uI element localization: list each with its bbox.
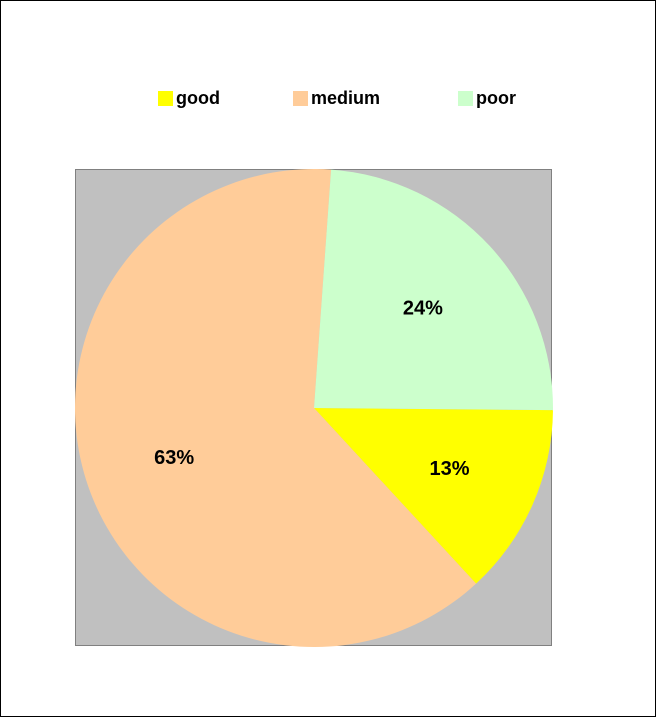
legend-label-good: good	[176, 88, 220, 108]
legend: good medium poor	[0, 88, 656, 112]
legend-swatch-medium	[293, 91, 308, 106]
legend-label-medium: medium	[311, 88, 381, 108]
legend-entry-medium: medium	[293, 88, 380, 109]
pie-slice-medium	[75, 168, 477, 647]
pie-slice-poor	[314, 169, 553, 411]
legend-entry-good: good	[158, 88, 220, 109]
legend-entry-poor: poor	[458, 88, 516, 109]
slice-label-medium: 63%	[154, 447, 194, 469]
legend-swatch-good	[158, 91, 173, 106]
slice-label-good: 13%	[429, 458, 469, 480]
pie-slice-good	[314, 408, 553, 584]
legend-swatch-poor	[458, 91, 473, 106]
legend-label-poor: poor	[476, 88, 516, 108]
slice-label-poor: 24%	[403, 298, 443, 320]
